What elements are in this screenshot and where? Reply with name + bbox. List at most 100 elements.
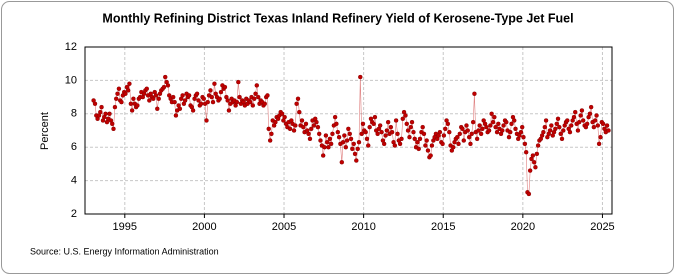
data-point (194, 91, 200, 96)
data-point (408, 124, 413, 130)
data-point (476, 128, 481, 133)
y-tick-label: 2 (71, 208, 77, 220)
data-point (477, 123, 482, 128)
data-point (404, 121, 409, 127)
data-point (190, 108, 196, 113)
data-point (294, 101, 299, 106)
data-point (262, 101, 267, 106)
source-note: Source: U.S. Energy Information Administ… (30, 246, 219, 256)
data-point (375, 131, 380, 137)
x-tick-label: 1995 (113, 221, 137, 233)
data-point (464, 123, 469, 128)
data-point (578, 113, 583, 118)
data-point (541, 129, 546, 135)
data-point (383, 133, 388, 138)
data-point (388, 124, 394, 130)
data-point (366, 143, 371, 148)
data-point (420, 124, 425, 130)
x-tick-label: 2000 (192, 221, 216, 233)
data-point (335, 129, 341, 135)
data-point (116, 86, 122, 91)
data-point (322, 144, 327, 150)
data-point (186, 93, 192, 98)
data-point (457, 131, 462, 137)
data-point (385, 119, 391, 125)
data-point (339, 160, 345, 165)
y-tick-label: 4 (71, 175, 77, 187)
data-point (557, 124, 562, 130)
data-point (542, 124, 548, 130)
data-point (303, 121, 309, 127)
data-point (466, 134, 472, 140)
data-point (417, 136, 423, 142)
data-point (520, 124, 525, 130)
data-point (363, 129, 368, 135)
data-point (440, 141, 445, 147)
data-point (533, 165, 538, 170)
x-tick-label: 2015 (431, 221, 455, 233)
data-point (163, 74, 168, 80)
data-point (534, 151, 540, 157)
data-point (237, 94, 242, 100)
data-point (279, 111, 285, 117)
data-point (127, 81, 132, 86)
data-point (210, 99, 216, 105)
data-point (512, 118, 517, 123)
data-point (222, 84, 228, 90)
data-point (151, 96, 156, 101)
data-point (218, 89, 224, 95)
data-point (359, 131, 364, 137)
data-point (573, 109, 578, 115)
data-point (508, 129, 513, 135)
data-point (309, 126, 314, 132)
data-point (567, 129, 573, 135)
data-point (326, 144, 331, 150)
data-point (320, 153, 326, 158)
data-point (328, 141, 334, 147)
data-point (400, 116, 405, 122)
data-point (522, 141, 528, 147)
y-tick-label: 12 (65, 41, 77, 53)
data-point (317, 131, 322, 137)
data-point (447, 129, 452, 135)
data-point (367, 124, 372, 130)
data-point (342, 133, 347, 138)
data-point (393, 118, 399, 123)
data-point (161, 84, 167, 90)
data-point (340, 139, 346, 145)
data-point (486, 128, 492, 133)
data-point (579, 108, 585, 113)
data-point (494, 129, 500, 135)
data-point (177, 106, 183, 111)
data-point (526, 191, 532, 197)
data-point (518, 129, 524, 135)
data-point (355, 146, 360, 152)
data-point (407, 134, 412, 140)
data-point (399, 136, 404, 142)
data-point (332, 114, 338, 120)
data-point (543, 118, 549, 123)
y-tick-label: 10 (65, 74, 77, 86)
data-point (600, 121, 606, 127)
x-tick-label: 2010 (351, 221, 375, 233)
data-point (131, 96, 136, 101)
data-point (412, 136, 417, 142)
data-point (416, 146, 421, 152)
data-point (205, 99, 210, 105)
data-point (455, 134, 460, 140)
data-point (307, 136, 313, 142)
data-point (129, 108, 135, 113)
data-point (553, 126, 558, 132)
data-point (252, 96, 257, 101)
data-point (198, 101, 204, 106)
data-point (559, 136, 565, 142)
data-point (421, 131, 427, 137)
data-point (156, 96, 161, 101)
data-point (92, 101, 98, 106)
data-point (291, 128, 297, 133)
data-point (379, 129, 384, 135)
data-point (165, 83, 171, 88)
data-point (327, 136, 333, 142)
data-point (397, 141, 403, 147)
data-point (480, 126, 485, 132)
